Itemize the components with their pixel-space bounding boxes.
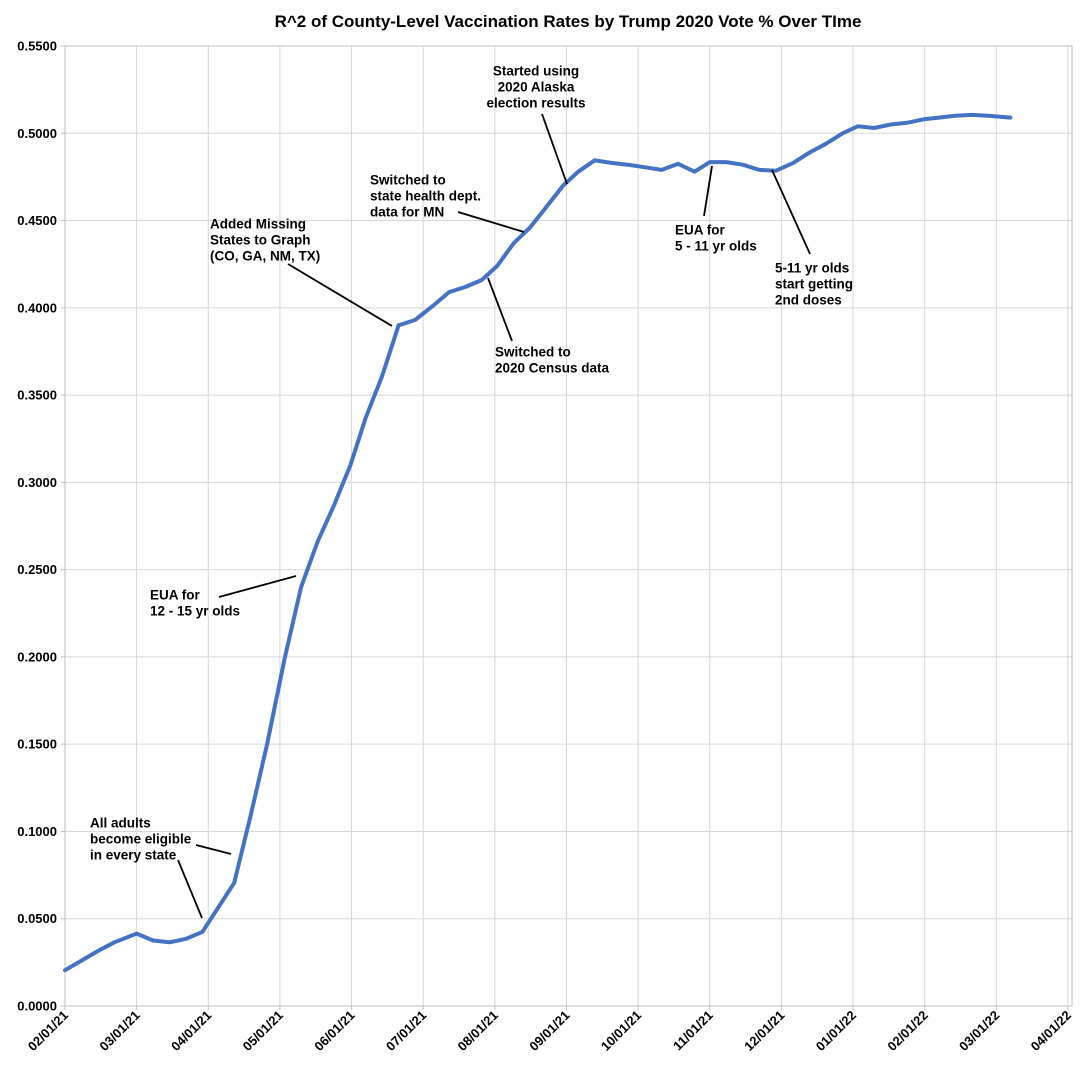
annotation-text: 2020 Alaska xyxy=(498,80,575,95)
y-tick-label: 0.2500 xyxy=(17,562,57,577)
annotation-leader-line xyxy=(487,277,513,342)
annotation-text: become eligible xyxy=(90,832,192,847)
annotation-leader-line xyxy=(177,859,203,919)
annotation-text: 12 - 15 yr olds xyxy=(150,604,240,619)
y-tick-label: 0.5500 xyxy=(17,39,57,54)
annotation-text: start getting xyxy=(775,277,853,292)
annotation-text: state health dept. xyxy=(370,189,481,204)
y-tick-label: 0.2000 xyxy=(17,649,57,664)
x-tick-label: 02/01/22 xyxy=(884,1008,930,1054)
annotation-text: Added Missing xyxy=(210,217,306,232)
chart-title: R^2 of County-Level Vaccination Rates by… xyxy=(275,12,862,31)
x-tick-label: 09/01/21 xyxy=(526,1008,572,1054)
x-tick-label: 03/01/21 xyxy=(96,1008,142,1054)
y-tick-label: 0.1000 xyxy=(17,824,57,839)
annotation-text: EUA for xyxy=(150,588,200,603)
annotation-text: Started using xyxy=(493,64,579,79)
x-tick-label: 02/01/21 xyxy=(25,1008,71,1054)
annotation-leader-line xyxy=(771,169,811,255)
annotation-text: (CO, GA, NM, TX) xyxy=(210,249,320,264)
x-tick-label: 04/01/22 xyxy=(1028,1008,1074,1054)
x-tick-label: 06/01/21 xyxy=(311,1008,357,1054)
x-tick-label: 10/01/21 xyxy=(598,1008,644,1054)
annotation-text: election results xyxy=(486,96,585,111)
y-tick-label: 0.3000 xyxy=(17,475,57,490)
annotation-text: Switched to xyxy=(495,345,571,360)
x-tick-label: 04/01/21 xyxy=(168,1008,214,1054)
annotation-leader-line xyxy=(287,263,393,327)
x-tick-label: 01/01/22 xyxy=(813,1008,859,1054)
y-tick-label: 0.0500 xyxy=(17,911,57,926)
gridlines xyxy=(64,45,1072,1007)
annotation-text: 5 - 11 yr olds xyxy=(675,239,757,254)
x-tick-label: 08/01/21 xyxy=(455,1008,501,1054)
y-tick-label: 0.5000 xyxy=(17,126,57,141)
annotation-text: 2020 Census data xyxy=(495,361,610,376)
y-tick-label: 0.0000 xyxy=(17,999,57,1014)
y-tick-label: 0.4500 xyxy=(17,213,57,228)
x-tick-label: 07/01/21 xyxy=(383,1008,429,1054)
annotation-leader-line xyxy=(218,575,297,598)
data-series-line xyxy=(63,112,1013,973)
x-tick-label: 05/01/21 xyxy=(240,1008,286,1054)
x-tick-label: 12/01/21 xyxy=(741,1008,787,1054)
x-tick-label: 11/01/21 xyxy=(670,1008,716,1054)
series-polyline xyxy=(63,112,1013,973)
annotation-text: 2nd doses xyxy=(775,293,842,308)
plot-border xyxy=(64,45,1073,1007)
axis-tick-labels: 0.0000 0.0500 0.1000 0.1500 0.2000 0.2500 0.30… xyxy=(17,39,1074,1054)
annotation-text: EUA for xyxy=(675,223,725,238)
annotation-leader-line xyxy=(195,844,232,855)
annotation-leader-line xyxy=(541,113,568,185)
annotation-text: 5-11 yr olds xyxy=(775,261,849,276)
axes xyxy=(61,45,1073,1010)
y-tick-label: 0.4000 xyxy=(17,300,57,315)
x-tick-label: 03/01/22 xyxy=(956,1008,1002,1054)
y-tick-label: 0.1500 xyxy=(17,737,57,752)
annotation-text: All adults xyxy=(90,816,151,831)
annotation-text: States to Graph xyxy=(210,233,311,248)
y-tick-label: 0.3500 xyxy=(17,388,57,403)
annotation-text: data for MN xyxy=(370,205,444,220)
annotation-leader-line xyxy=(457,211,525,233)
annotation-text: Switched to xyxy=(370,173,446,188)
annotation-leader-line xyxy=(703,165,713,217)
annotation-text: in every state xyxy=(90,848,177,863)
